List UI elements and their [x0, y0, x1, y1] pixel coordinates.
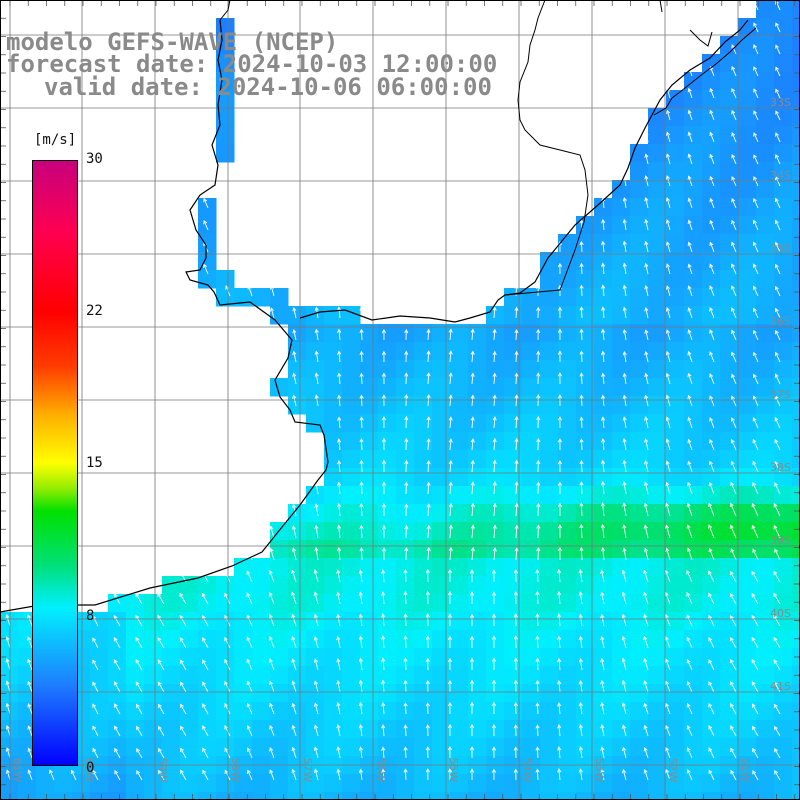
- lon-label-53W: 53W: [593, 758, 606, 783]
- lon-label-56W: 56W: [374, 758, 387, 783]
- coastline: [0, 0, 757, 613]
- colorbar: [32, 160, 78, 766]
- lat-label-33S: 33S: [770, 96, 791, 109]
- model-title: modelo GEFS-WAVE (NCEP): [6, 28, 339, 56]
- lat-label-35S: 35S: [770, 242, 791, 255]
- lon-label-61W: 61W: [11, 758, 24, 783]
- lon-label-57W: 57W: [301, 758, 314, 783]
- lon-label-59W: 59W: [156, 758, 169, 783]
- lat-label-39S: 39S: [770, 534, 791, 547]
- forecast-date: forecast date: 2024-10-03 12:00:00: [6, 50, 498, 78]
- lon-label-52W: 52W: [666, 758, 679, 783]
- lat-label-34S: 34S: [770, 169, 791, 182]
- colorbar-tick-15: 15: [86, 455, 103, 471]
- lat-label-38S: 38S: [770, 461, 791, 474]
- wind-vectors: [5, 0, 781, 781]
- lat-label-41S: 41S: [770, 680, 791, 693]
- colorbar-tick-8: 8: [86, 608, 95, 624]
- lon-label-54W: 54W: [520, 758, 533, 783]
- colorbar-tick-30: 30: [86, 151, 103, 167]
- valid-date: valid date: 2024-10-06 06:00:00: [44, 73, 492, 101]
- colorbar-unit: [m/s]: [34, 132, 77, 148]
- lon-label-60W: 60W: [83, 758, 96, 783]
- lon-label-58W: 58W: [229, 758, 242, 783]
- colorbar-tick-22: 22: [86, 303, 103, 319]
- colorbar-tick-0: 0: [86, 760, 95, 776]
- lon-label-55W: 55W: [447, 758, 460, 783]
- lat-label-40S: 40S: [770, 607, 791, 620]
- lon-label-51W: 51W: [739, 758, 752, 783]
- latitude-labels: 33S 34S 35S 36S 37S 38S 39S 40S 41S: [770, 96, 791, 693]
- longitude-labels: 61W 60W 59W 58W 57W 56W 55W 54W 53W 52W 51W: [11, 758, 752, 783]
- lat-label-37S: 37S: [770, 388, 791, 401]
- lat-label-36S: 36S: [770, 315, 791, 328]
